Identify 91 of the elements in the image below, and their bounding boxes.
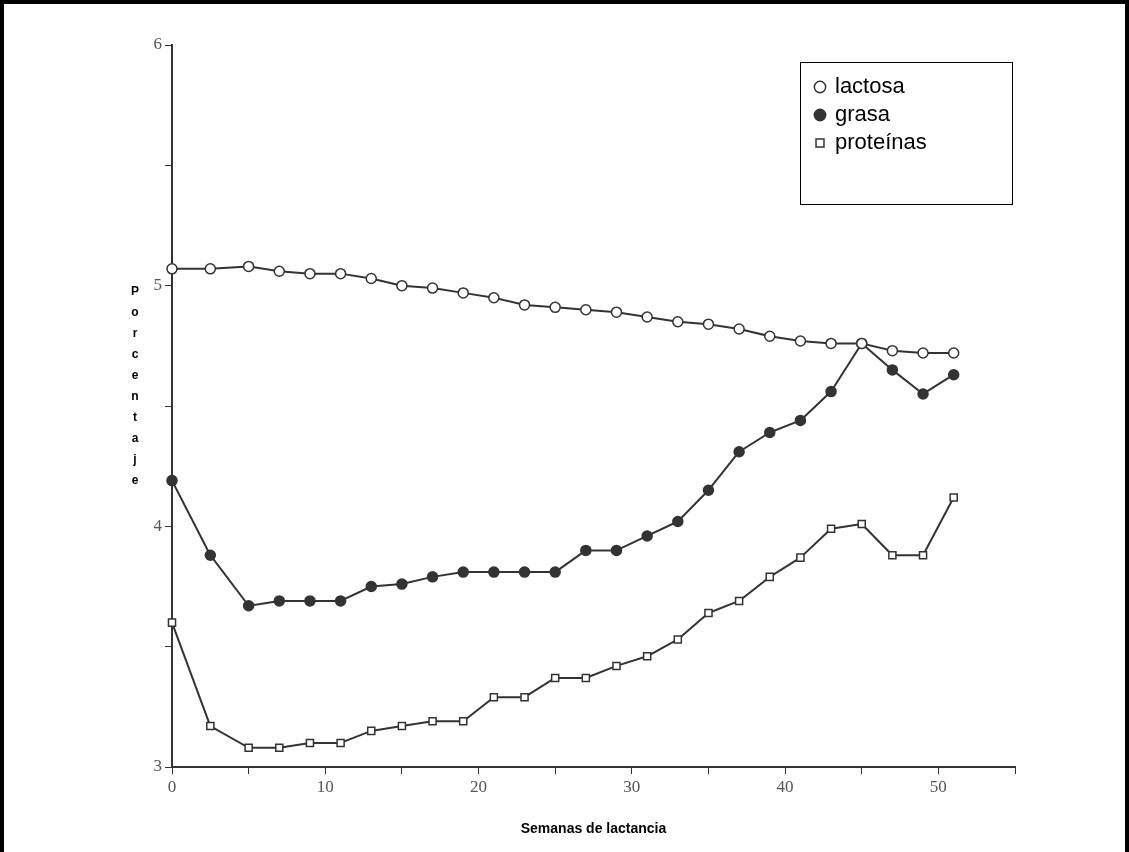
point	[366, 726, 376, 736]
point	[641, 311, 653, 323]
point	[428, 716, 437, 726]
point	[794, 335, 807, 347]
point	[242, 260, 255, 273]
x-tick-label: 40	[776, 776, 794, 796]
point	[794, 414, 807, 427]
point	[825, 385, 837, 398]
point	[304, 267, 316, 280]
point	[733, 323, 745, 335]
point	[273, 265, 286, 277]
point	[702, 318, 715, 330]
x-tick-label: 0	[167, 776, 177, 796]
point	[672, 515, 684, 528]
point	[704, 608, 713, 618]
point	[457, 287, 469, 299]
point	[204, 549, 217, 561]
point	[612, 661, 621, 671]
point	[518, 566, 531, 578]
point	[764, 330, 776, 342]
point	[947, 368, 960, 381]
point	[334, 267, 347, 280]
point	[642, 652, 652, 661]
point	[488, 566, 500, 578]
point	[397, 721, 407, 731]
point	[917, 347, 929, 359]
point	[166, 474, 178, 487]
point	[886, 364, 899, 376]
point	[917, 388, 929, 400]
point	[765, 572, 775, 582]
point	[396, 279, 408, 292]
x-axis-title: Semanas de lactancia	[520, 820, 667, 837]
y-axis-title: Porcentaje	[128, 284, 142, 494]
point	[549, 301, 561, 314]
legend-label: grasa	[835, 101, 891, 127]
y-tick-label: 5	[153, 275, 162, 295]
point	[733, 445, 745, 458]
point	[550, 673, 560, 683]
point	[673, 635, 683, 644]
point	[206, 721, 215, 731]
point	[610, 544, 623, 557]
point	[947, 347, 960, 359]
point	[489, 692, 499, 702]
point	[426, 282, 439, 294]
point	[334, 595, 347, 607]
point	[365, 580, 378, 593]
point	[275, 743, 284, 753]
point	[304, 595, 316, 607]
point	[457, 566, 469, 578]
point	[396, 578, 408, 590]
point	[641, 530, 653, 542]
legend-label: proteínas	[835, 129, 927, 155]
point	[518, 299, 531, 311]
point	[580, 303, 592, 316]
point	[167, 618, 177, 627]
y-tick-label: 3	[153, 756, 162, 776]
point	[672, 316, 684, 328]
point	[426, 571, 439, 583]
point	[918, 550, 928, 560]
x-tick-label: 50	[929, 776, 947, 796]
point	[580, 544, 592, 557]
x-tick-label: 20	[470, 776, 488, 796]
y-tick-label: 6	[153, 34, 162, 54]
point	[305, 738, 315, 748]
point	[610, 306, 623, 318]
point	[796, 553, 805, 562]
x-tick-label: 10	[316, 776, 334, 796]
point	[764, 426, 776, 439]
point	[581, 673, 591, 683]
point	[336, 738, 345, 748]
point	[888, 550, 897, 560]
point	[520, 692, 529, 702]
point	[857, 519, 867, 529]
point	[949, 493, 958, 502]
point	[702, 484, 715, 496]
point	[365, 272, 378, 285]
point	[488, 291, 500, 304]
x-tick-label: 30	[623, 776, 641, 796]
point	[204, 263, 217, 275]
y-tick-label: 4	[153, 515, 163, 535]
point	[458, 716, 468, 726]
point	[886, 344, 899, 357]
point	[825, 337, 837, 350]
point	[734, 596, 744, 606]
point	[166, 263, 178, 275]
point	[244, 743, 253, 753]
point	[242, 600, 255, 612]
legend-label: lactosa	[835, 73, 906, 99]
point	[273, 595, 286, 607]
point	[549, 566, 561, 578]
point	[826, 524, 836, 534]
